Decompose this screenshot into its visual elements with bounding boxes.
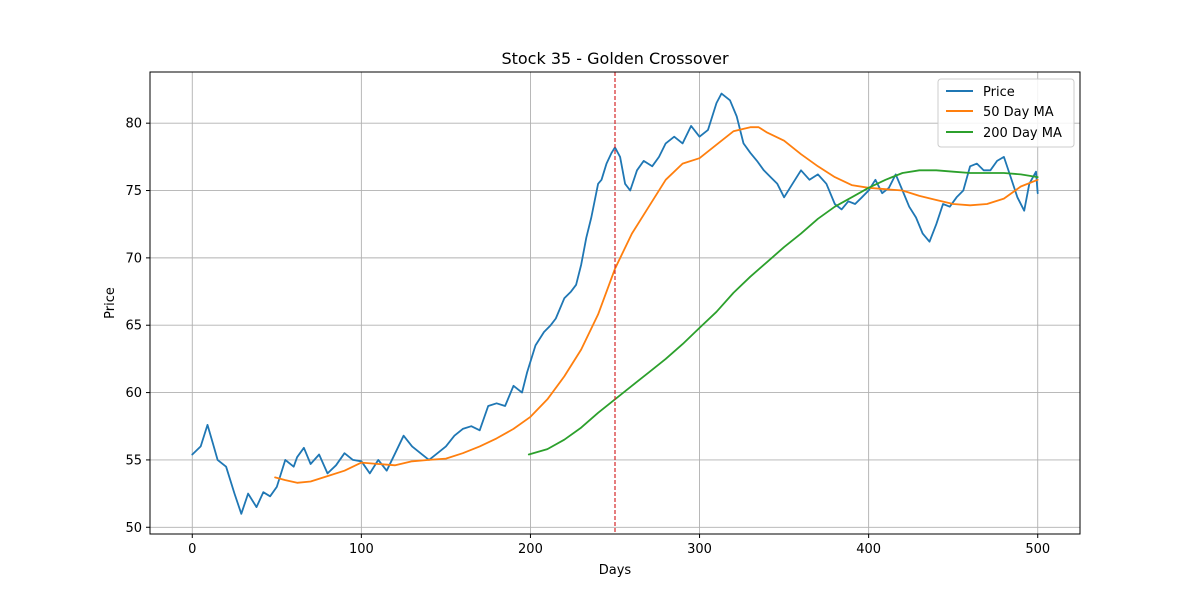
x-tick-label: 0 [188, 542, 196, 557]
x-tick-label: 300 [687, 542, 712, 557]
legend: Price 50 Day MA 200 Day MA [937, 78, 1075, 148]
legend-ma50-label: 50 Day MA [983, 105, 1054, 120]
y-axis-label: Price [103, 287, 118, 319]
y-tick-label: 70 [125, 251, 142, 266]
y-tick-label: 80 [125, 117, 142, 132]
ma200-line [527, 169, 1039, 456]
chart-title: Stock 35 - Golden Crossover [501, 49, 728, 68]
plot-frame [149, 71, 1081, 535]
y-tick-label: 55 [125, 453, 142, 468]
x-axis-label: Days [599, 563, 632, 578]
tick-layer: 0 100 200 300 400 500 50 55 60 65 70 75 80 [125, 117, 1050, 557]
x-tick-label: 200 [518, 542, 543, 557]
x-tick-label: 100 [349, 542, 374, 557]
price-line [191, 92, 1039, 515]
legend-price-label: Price [983, 85, 1015, 100]
x-tick-label: 400 [856, 542, 881, 557]
legend-box [937, 78, 1075, 148]
y-tick-label: 60 [125, 386, 142, 401]
y-tick-label: 75 [125, 184, 142, 199]
legend-ma200-label: 200 Day MA [983, 126, 1062, 141]
x-tick-label: 500 [1025, 542, 1050, 557]
ma50-line [274, 126, 1039, 484]
y-tick-label: 65 [125, 319, 142, 334]
y-tick-label: 50 [125, 521, 142, 536]
